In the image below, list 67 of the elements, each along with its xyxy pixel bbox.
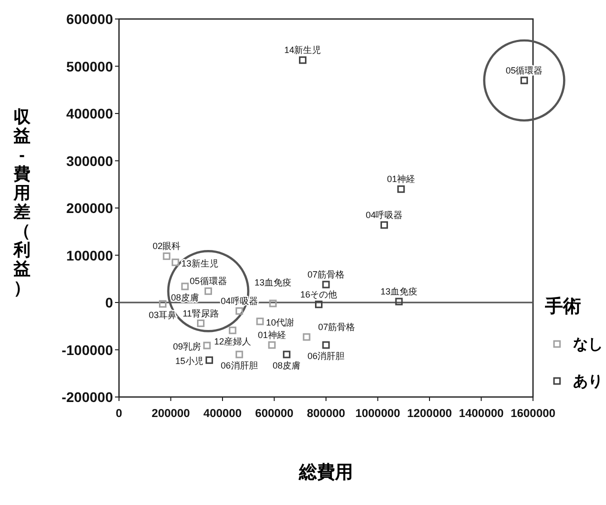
annotation: 15小児	[175, 356, 204, 366]
point	[162, 252, 170, 260]
point	[322, 341, 330, 349]
y-tick-label: 600000	[66, 11, 114, 27]
y-tick-label: 500000	[66, 58, 114, 74]
point	[256, 318, 264, 326]
annotation: 09乳房	[172, 341, 201, 352]
point	[268, 341, 276, 349]
point	[269, 300, 277, 308]
x-tick-label: 600000	[255, 408, 294, 420]
x-tick-label: 400000	[203, 408, 242, 420]
annotation: 07筋骨格	[318, 322, 356, 332]
x-tick-label: 1000000	[355, 408, 400, 420]
annotation: 16その他	[300, 289, 338, 300]
point	[203, 342, 211, 350]
annotation: 13新生児	[181, 258, 218, 268]
legend-title: 手術	[544, 296, 581, 316]
annotation: 06消肝胆	[307, 351, 345, 362]
x-axis-title: 総費用	[298, 462, 353, 482]
point	[395, 298, 403, 306]
text: 収益-費用差（利益）	[14, 108, 30, 298]
annotation: 01神経	[258, 330, 286, 340]
y-tick-label: 200000	[66, 200, 114, 216]
point	[397, 185, 405, 193]
annotation: 07筋骨格	[307, 270, 345, 280]
point	[302, 333, 310, 341]
point	[282, 350, 290, 358]
point	[206, 356, 214, 364]
y-tick-label: -100000	[62, 342, 114, 358]
x-tick-label: 0	[116, 408, 122, 420]
y-tick-label: 400000	[66, 106, 114, 122]
annotation: 06消肝胆	[220, 360, 258, 370]
legend-label: なし	[573, 336, 603, 353]
annotation: 08皮膚	[272, 360, 301, 370]
point	[181, 282, 189, 290]
annotation: 08皮膚	[170, 292, 199, 302]
annotation: 13血免疫	[380, 286, 418, 297]
y-tick-label: 0	[105, 294, 114, 310]
x-tick-label: 800000	[306, 408, 346, 420]
point	[322, 280, 330, 288]
point	[380, 221, 388, 229]
annotation: 01神経	[387, 174, 416, 184]
point	[197, 320, 205, 328]
annotation: 05循環器	[190, 276, 227, 286]
x-tick-label: 1400000	[458, 408, 504, 420]
legend-label: あり	[573, 373, 603, 390]
y-tick-label: 100000	[66, 247, 114, 264]
annotation: 12産婦人	[214, 336, 252, 346]
point	[158, 300, 166, 308]
y-tick-label: 300000	[66, 152, 114, 169]
annotation: 04呼吸器	[366, 210, 403, 220]
annotation: 10代謝	[266, 317, 294, 328]
annotation: 03耳鼻	[148, 310, 177, 320]
point	[228, 326, 236, 334]
x-tick-label: 1600000	[510, 408, 556, 420]
x-tick-label: 200000	[152, 408, 190, 420]
y-tick-label: -200000	[62, 389, 114, 405]
annotation: 02眼科	[152, 241, 181, 252]
point	[315, 300, 323, 308]
point	[172, 258, 180, 266]
point	[298, 56, 306, 64]
annotation: 14新生児	[284, 45, 322, 56]
annotation: 11腎尿路	[182, 308, 219, 318]
annotation: 13血免疫	[254, 277, 292, 288]
point	[236, 307, 244, 315]
x-tick-label: 1200000	[407, 408, 452, 420]
point	[236, 350, 244, 358]
